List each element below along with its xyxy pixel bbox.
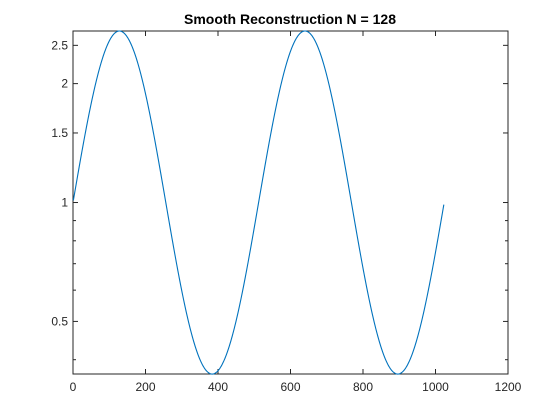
axes: 0 200 400 600 800 1000 1200 0.5 1 1.5 2 2.5 (51, 30, 522, 394)
y-tick-label: 1.5 (51, 126, 68, 140)
chart-title: Smooth Reconstruction N = 128 (184, 11, 396, 27)
plot-area (72, 30, 445, 375)
x-tick-label: 800 (353, 380, 373, 394)
x-tick-label: 1000 (422, 380, 449, 394)
y-tick-label: 2.5 (51, 38, 68, 52)
x-tick-label: 0 (70, 380, 77, 394)
series-line (72, 30, 445, 375)
y-tick-label: 0.5 (51, 314, 68, 328)
x-tick-label: 1200 (495, 380, 522, 394)
y-tick-label: 2 (61, 77, 68, 91)
y-tick-label: 1 (61, 196, 68, 210)
x-tick-label: 200 (135, 380, 155, 394)
x-tick-label: 600 (280, 380, 300, 394)
axes-box (72, 30, 509, 375)
x-tick-label: 400 (208, 380, 228, 394)
